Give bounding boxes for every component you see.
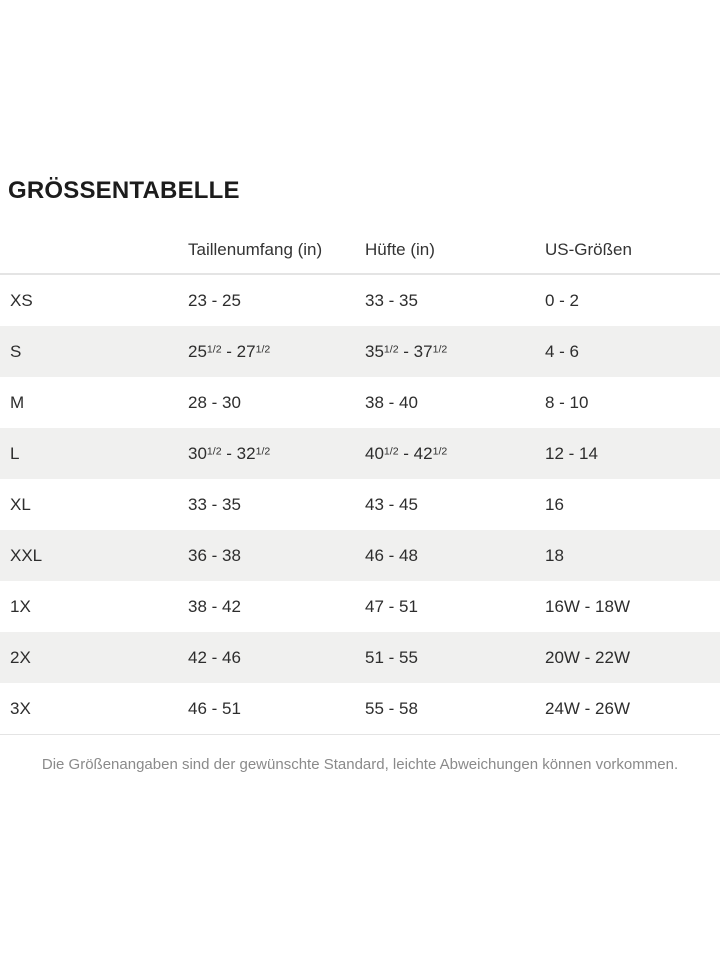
table-row: 1X 38 - 42 47 - 51 16W - 18W	[0, 581, 720, 632]
cell-size-label: S	[10, 341, 22, 361]
fraction-superscript: 1/2	[383, 342, 399, 355]
cell-hips-range: 55 - 58	[365, 698, 418, 718]
footnote-text: Die Größenangaben sind der gewünschte St…	[41, 756, 679, 773]
cell-size-label: L	[10, 443, 20, 463]
table-header-row: Taillenumfang (in) Hüfte (in) US-Größen	[0, 204, 720, 275]
cell-us-size-range: 18	[545, 545, 564, 565]
cell-us-size-range: 4 - 6	[545, 341, 580, 361]
cell-hips-range: 47 - 51	[365, 596, 418, 616]
cell-hips-range: 51 - 55	[365, 647, 418, 667]
cell-us-size-range: 16W - 18W	[545, 596, 631, 616]
table-row: S 251/2 - 271/2 351/2 - 371/2 4 - 6	[0, 326, 720, 377]
cell-hips-range: 401/2 - 421/2	[365, 443, 448, 463]
size-chart-page: GRÖSSENTABELLE Taillenumfang (in) Hüfte …	[0, 178, 720, 960]
cell-us-size-range: 8 - 10	[545, 392, 589, 412]
fraction-superscript: 1/2	[432, 444, 448, 457]
cell-waist-range: 28 - 30	[188, 392, 241, 412]
header-hips-column: Hüfte (in)	[365, 240, 435, 259]
cell-waist-range: 33 - 35	[188, 494, 241, 514]
cell-waist-range: 251/2 - 271/2	[188, 341, 271, 361]
cell-size-label: XS	[10, 290, 33, 310]
cell-hips-range: 33 - 35	[365, 290, 418, 310]
cell-size-label: XXL	[10, 545, 43, 565]
cell-hips-range: 43 - 45	[365, 494, 418, 514]
fraction-superscript: 1/2	[206, 342, 222, 355]
cell-size-label: 1X	[10, 596, 31, 616]
cell-us-size-range: 20W - 22W	[545, 647, 631, 667]
fraction-superscript: 1/2	[432, 342, 448, 355]
table-row: XS 23 - 25 33 - 35 0 - 2	[0, 275, 720, 326]
cell-waist-range: 42 - 46	[188, 647, 241, 667]
page-title: GRÖSSENTABELLE	[8, 177, 240, 204]
fraction-superscript: 1/2	[383, 444, 399, 457]
cell-size-label: M	[10, 392, 25, 412]
fraction-superscript: 1/2	[206, 444, 222, 457]
cell-hips-range: 38 - 40	[365, 392, 418, 412]
header-us-sizes-column: US-Größen	[545, 240, 632, 259]
cell-waist-range: 46 - 51	[188, 698, 241, 718]
header-waist-column: Taillenumfang (in)	[188, 240, 323, 259]
table-row: 2X 42 - 46 51 - 55 20W - 22W	[0, 632, 720, 683]
table-row: M 28 - 30 38 - 40 8 - 10	[0, 377, 720, 428]
fraction-superscript: 1/2	[255, 444, 271, 457]
cell-us-size-range: 12 - 14	[545, 443, 598, 463]
cell-waist-range: 38 - 42	[188, 596, 241, 616]
cell-hips-range: 46 - 48	[365, 545, 418, 565]
table-row: XXL 36 - 38 46 - 48 18	[0, 530, 720, 581]
cell-waist-range: 36 - 38	[188, 545, 241, 565]
table-row: L 301/2 - 321/2 401/2 - 421/2 12 - 14	[0, 428, 720, 479]
cell-hips-range: 351/2 - 371/2	[365, 341, 448, 361]
cell-us-size-range: 0 - 2	[545, 290, 580, 310]
cell-size-label: XL	[10, 494, 31, 514]
cell-waist-range: 301/2 - 321/2	[188, 443, 271, 463]
table-row: 3X 46 - 51 55 - 58 24W - 26W	[0, 683, 720, 734]
cell-size-label: 3X	[10, 698, 31, 718]
size-table-body: XS 23 - 25 33 - 35 0 - 2 S 251/2 - 271/2 351/2…	[0, 275, 720, 735]
table-row: XL 33 - 35 43 - 45 16	[0, 479, 720, 530]
cell-size-label: 2X	[10, 647, 31, 667]
fraction-superscript: 1/2	[255, 342, 271, 355]
cell-waist-range: 23 - 25	[188, 290, 241, 310]
cell-us-size-range: 24W - 26W	[545, 698, 631, 718]
cell-us-size-range: 16	[545, 494, 564, 514]
